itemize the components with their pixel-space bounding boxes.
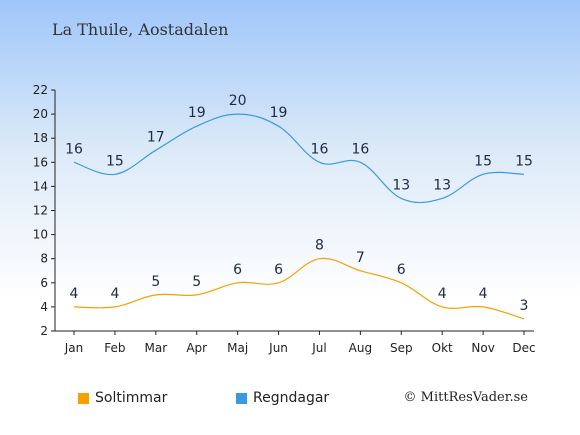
data-label-regndagar: 20 [229, 93, 247, 109]
x-tick-label: Nov [471, 341, 494, 355]
y-tick-label: 18 [33, 131, 48, 145]
x-tick-label: Feb [104, 341, 125, 355]
x-tick-label: Aug [349, 341, 372, 355]
data-label-soltimmar: 4 [110, 286, 119, 302]
y-tick-label: 20 [33, 107, 48, 121]
x-tick-label: Maj [227, 341, 248, 355]
credit-text: © MittResVader.se [403, 390, 528, 405]
series-line-soltimmar [73, 257, 525, 320]
legend-item-soltimmar: Soltimmar [78, 390, 167, 406]
y-tick-label: 4 [40, 300, 48, 314]
y-tick-label: 14 [33, 179, 48, 193]
data-label-soltimmar: 5 [151, 274, 160, 290]
x-tick-label: Jan [64, 341, 84, 355]
legend-label-regndagar: Regndagar [253, 390, 330, 406]
series-lines [73, 113, 525, 320]
x-tick-label: Mar [144, 341, 167, 355]
x-tick-label: Sep [390, 341, 413, 355]
legend-swatch-regndagar [236, 392, 247, 404]
data-label-soltimmar: 4 [70, 286, 79, 302]
y-tick-label: 2 [40, 324, 48, 338]
legend-label-soltimmar: Soltimmar [95, 390, 168, 406]
data-label-regndagar: 16 [351, 141, 369, 157]
x-tick-label: Okt [432, 341, 453, 355]
series-line-regndagar [73, 113, 525, 204]
y-tick-label: 22 [33, 83, 48, 97]
legend-swatch-soltimmar [78, 392, 89, 404]
y-tick-label: 6 [40, 276, 48, 290]
x-tick-label: Apr [186, 341, 207, 355]
data-label-regndagar: 13 [392, 177, 410, 193]
data-label-regndagar: 15 [474, 153, 492, 169]
y-tick-label: 10 [33, 228, 48, 242]
data-label-regndagar: 15 [106, 153, 124, 169]
data-label-soltimmar: 6 [397, 262, 406, 278]
data-label-soltimmar: 6 [274, 262, 283, 278]
data-label-regndagar: 16 [65, 141, 83, 157]
x-tick-label: Jun [268, 341, 288, 355]
data-labels: 4 4 5 5 6 6 8 7 6 4 4 3 16 15 17 19 20 19 16 16 13 13 15 15 [65, 93, 533, 314]
data-label-regndagar: 19 [188, 105, 206, 121]
y-tick-label: 8 [40, 252, 48, 266]
x-tick-label: Dec [512, 341, 535, 355]
chart-title: La Thuile, Aostadalen [52, 20, 229, 39]
data-label-regndagar: 19 [270, 105, 288, 121]
axes: 2 4 6 8 10 12 14 16 18 20 22 Jan Feb Mar Apr Maj Jun Jul A… [33, 83, 536, 355]
data-label-soltimmar: 8 [315, 238, 324, 254]
data-label-regndagar: 16 [311, 141, 329, 157]
y-tick-label: 12 [33, 204, 48, 218]
data-label-soltimmar: 4 [438, 286, 447, 302]
y-tick-label: 16 [33, 155, 48, 169]
data-label-regndagar: 17 [147, 129, 165, 145]
x-tick-label: Jul [311, 341, 326, 355]
data-label-regndagar: 15 [515, 153, 533, 169]
data-label-soltimmar: 5 [192, 274, 201, 290]
data-label-soltimmar: 6 [233, 262, 242, 278]
data-label-regndagar: 13 [433, 177, 451, 193]
data-label-soltimmar: 3 [520, 298, 529, 314]
data-label-soltimmar: 7 [356, 250, 365, 266]
legend-item-regndagar: Regndagar [236, 390, 329, 406]
data-label-soltimmar: 4 [479, 286, 488, 302]
